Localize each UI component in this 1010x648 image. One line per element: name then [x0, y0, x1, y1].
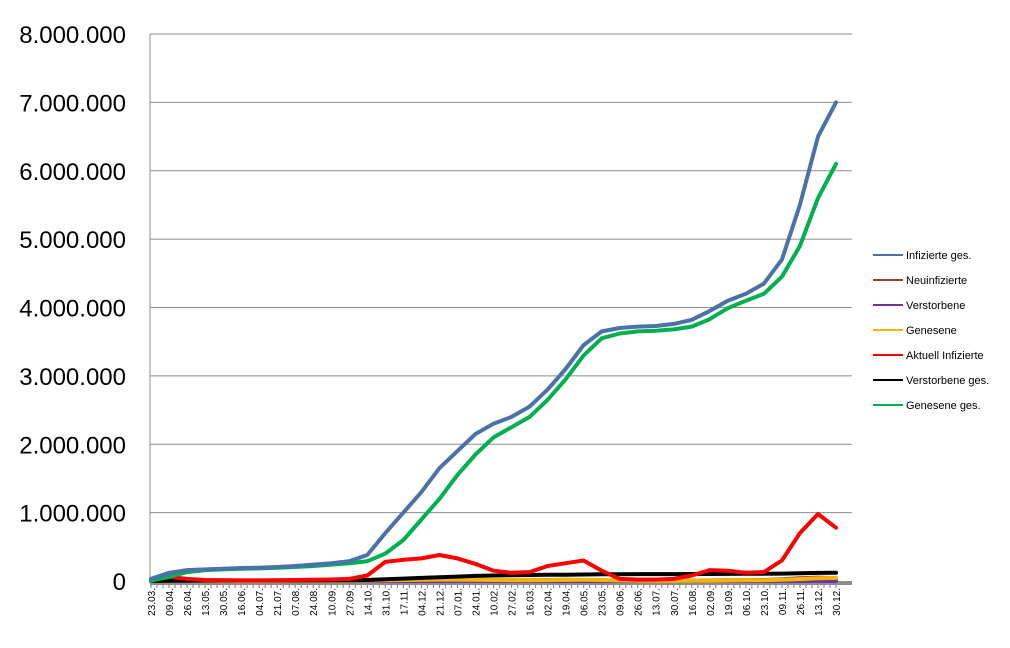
x-tick-label: 24.01.	[471, 588, 482, 616]
x-tick-label: 16.03.	[526, 588, 537, 616]
y-axis: 0 1.000.000 2.000.000 3.000.000 4.000.000 5.0…	[19, 22, 151, 596]
x-tick-label: 27.02.	[508, 588, 519, 616]
x-tick-label: 16.08.	[688, 588, 699, 616]
x-tick-label: 26.06.	[634, 588, 645, 616]
y-tick-label: 0	[113, 569, 126, 596]
x-tick-label: 02.09.	[706, 588, 717, 616]
x-tick-label: 14.10.	[363, 588, 374, 616]
x-tick-label: 30.07.	[670, 588, 681, 616]
x-tick-label: 06.10.	[742, 588, 753, 616]
legend-label: Genesene ges.	[906, 400, 981, 412]
x-tick-label: 23.05.	[598, 588, 609, 616]
x-axis: 23.03. 09.04. 26.04. 13.05. 30.05. 16.06. 04.0…	[147, 581, 852, 616]
x-tick-label: 21.07.	[273, 588, 284, 616]
x-axis-line	[150, 581, 852, 585]
x-tick-label: 17.11.	[399, 588, 410, 615]
series-lines	[149, 100, 838, 583]
x-tick-label: 02.04.	[544, 588, 555, 616]
y-tick-label: 4.000.000	[19, 296, 126, 323]
legend-label: Verstorbene ges.	[906, 375, 989, 387]
y-tick-label: 2.000.000	[19, 432, 126, 459]
x-tick-label: 23.03.	[147, 588, 158, 616]
x-tick-label: 09.11.	[778, 588, 789, 615]
x-tick-label: 07.08.	[291, 588, 302, 616]
y-tick-label: 3.000.000	[19, 364, 126, 391]
x-tick-label: 31.10.	[381, 588, 392, 616]
x-tick-label: 21.12.	[435, 588, 446, 616]
x-tick-label: 13.05.	[201, 588, 212, 616]
x-tick-label: 09.06.	[616, 588, 627, 616]
x-tick-label: 26.11.	[796, 588, 807, 615]
x-tick-label: 27.09.	[345, 588, 356, 616]
y-tick-label: 1.000.000	[19, 501, 126, 528]
series-line-0	[149, 100, 838, 581]
legend-label: Genesene	[906, 325, 957, 337]
gridlines	[150, 33, 852, 514]
x-tick-label: 09.04.	[165, 588, 176, 616]
y-tick-label: 7.000.000	[19, 90, 126, 117]
x-tick-label: 10.09.	[327, 588, 338, 616]
x-tick-label: 30.12.	[832, 588, 843, 616]
series-line-6	[149, 161, 838, 583]
legend-label: Verstorbene	[906, 300, 965, 312]
x-tick-label: 13.07.	[652, 588, 663, 616]
series-line-4	[149, 512, 838, 583]
x-tick-label: 19.04.	[562, 588, 573, 616]
x-tick-label: 04.07.	[255, 588, 266, 616]
x-tick-label: 16.06.	[237, 588, 248, 616]
x-tick-label: 04.12.	[417, 588, 428, 616]
x-tick-label: 10.02.	[490, 588, 501, 616]
y-tick-label: 6.000.000	[19, 159, 126, 186]
x-tick-label: 26.04.	[183, 588, 194, 616]
x-tick-label: 13.12.	[814, 588, 825, 616]
x-tick-label: 30.05.	[219, 588, 230, 616]
x-tick-label: 07.01.	[453, 588, 464, 616]
legend: Infizierte ges. Neuinfizierte Verstorbene G…	[873, 250, 989, 412]
x-tick-label: 24.08.	[309, 588, 320, 616]
legend-label: Aktuell Infizierte	[906, 350, 984, 362]
x-tick-label: 06.05.	[580, 588, 591, 616]
x-tick-label: 23.10.	[760, 588, 771, 616]
y-tick-label: 5.000.000	[19, 227, 126, 254]
x-tick-label: 19.09.	[724, 588, 735, 616]
legend-label: Neuinfizierte	[906, 275, 967, 287]
y-tick-label: 8.000.000	[19, 22, 126, 49]
legend-label: Infizierte ges.	[906, 250, 971, 262]
